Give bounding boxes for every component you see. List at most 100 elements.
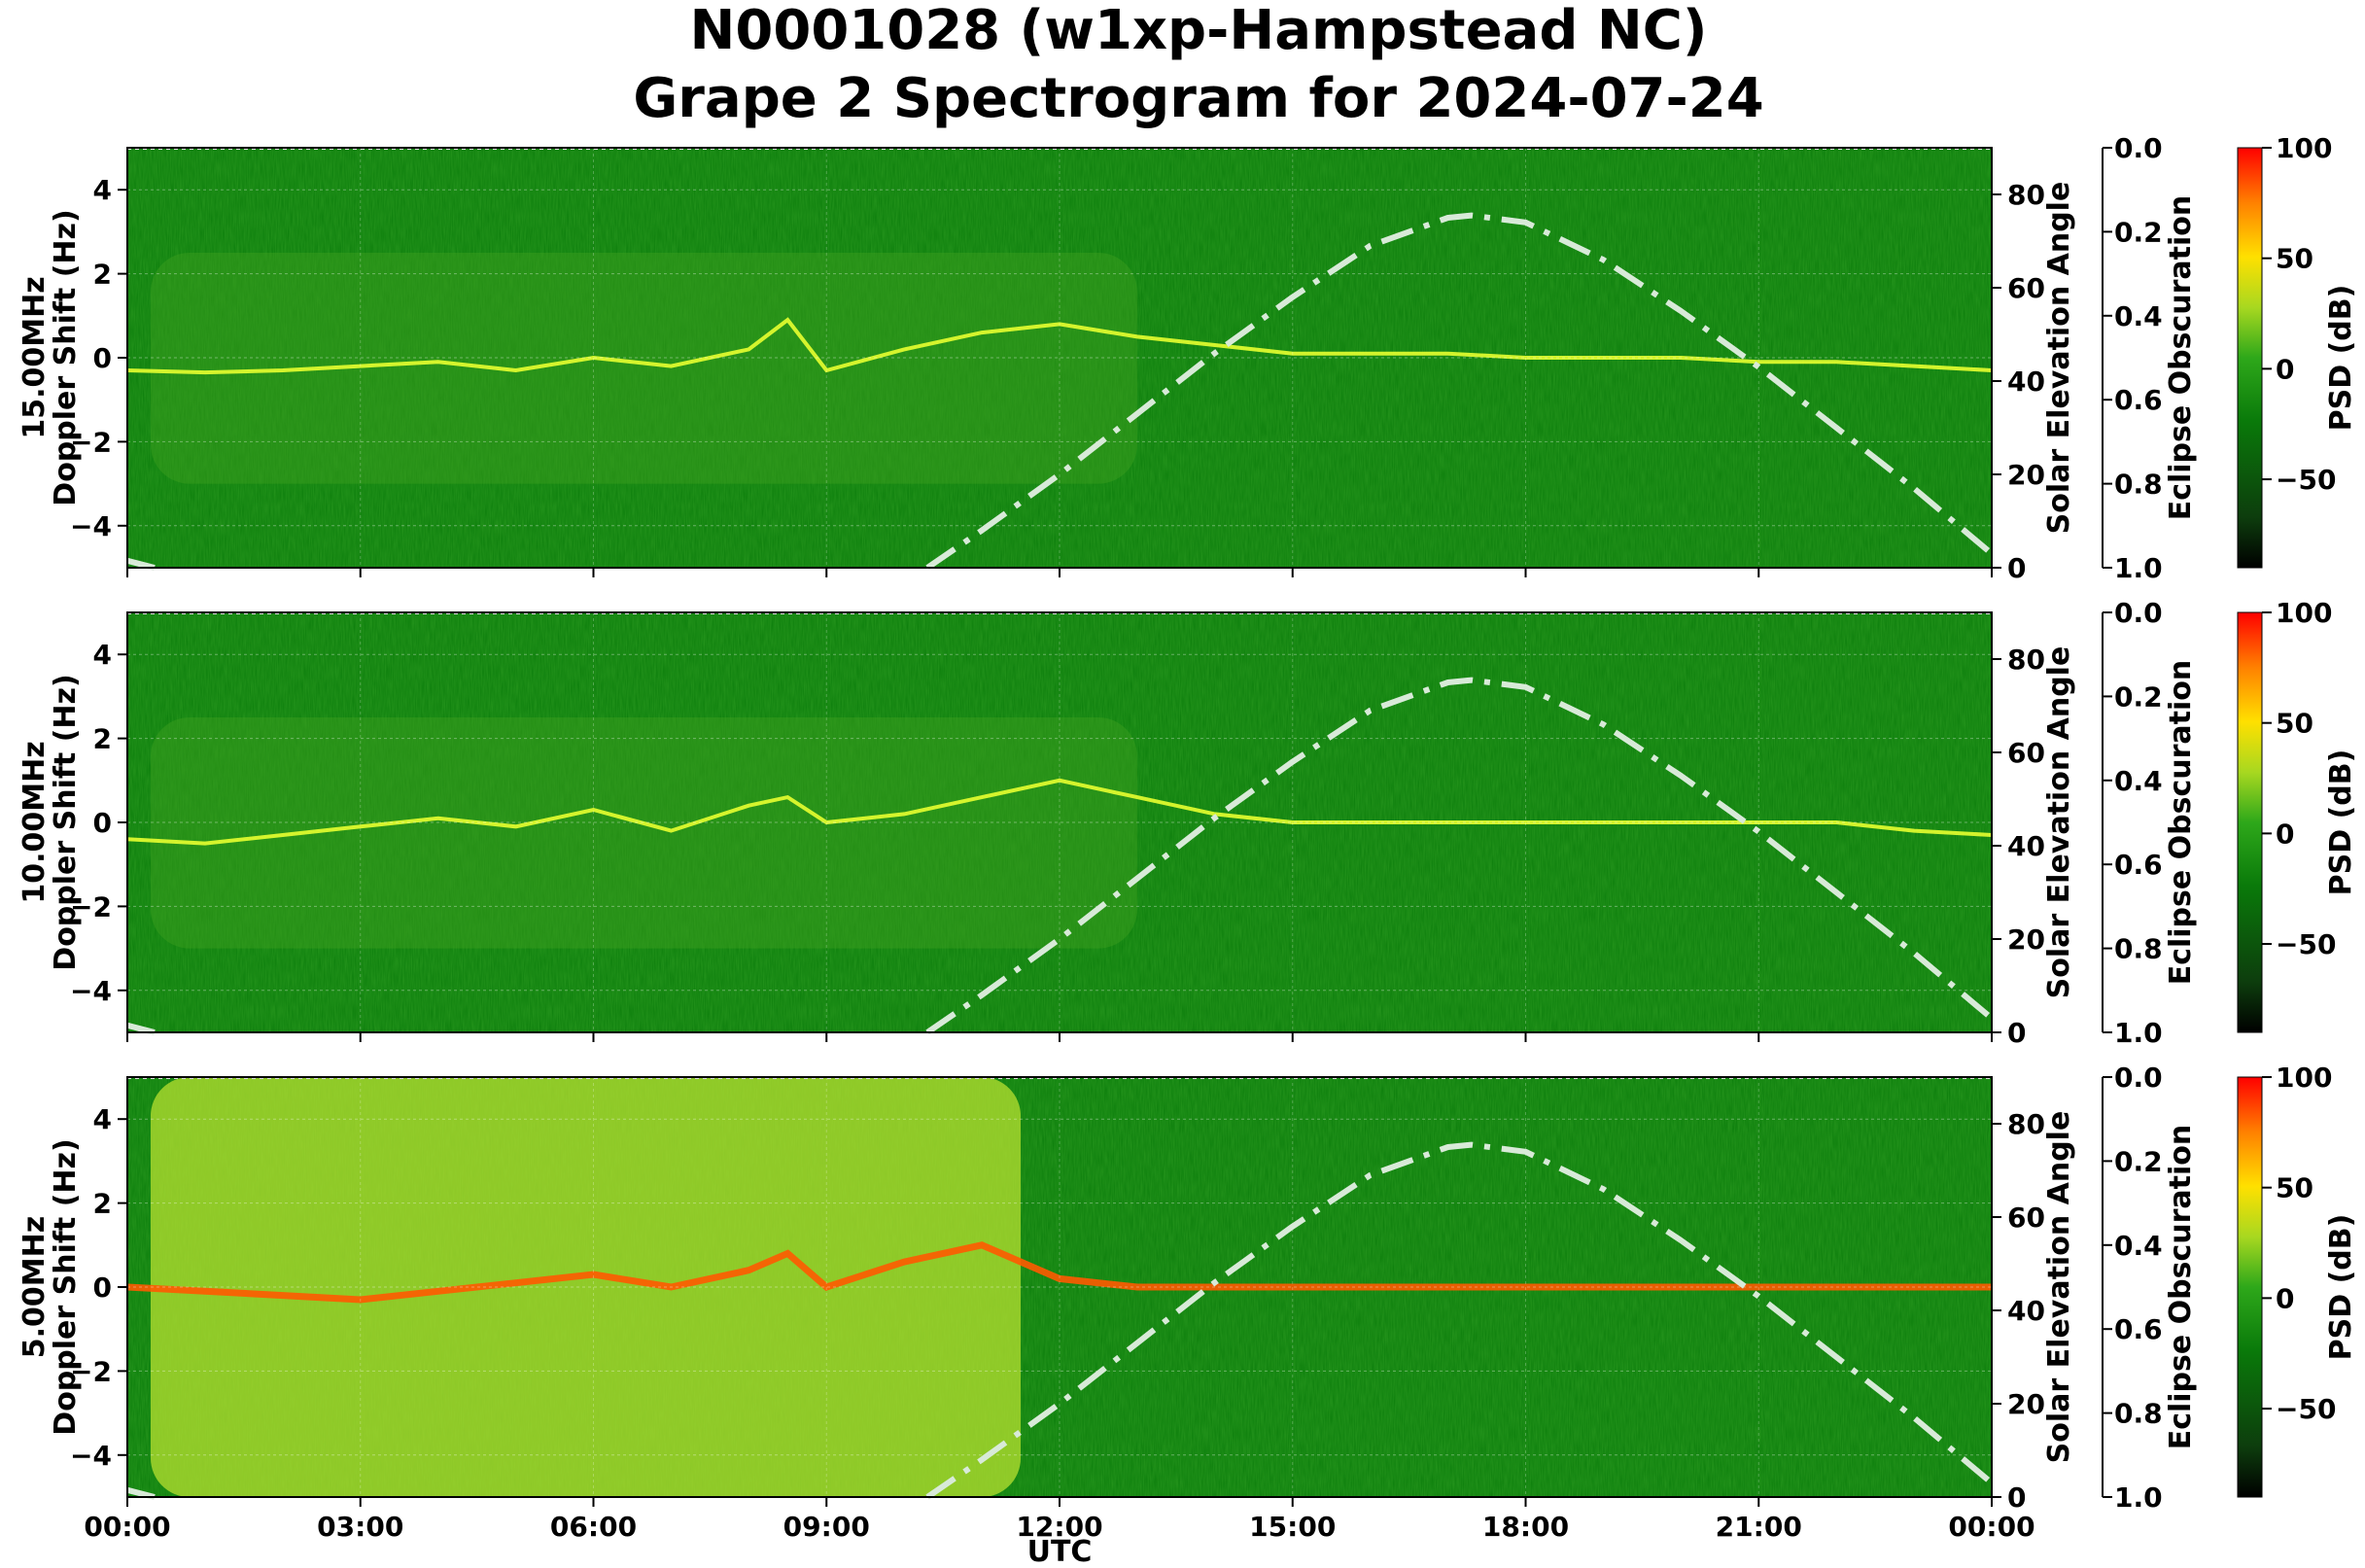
eclipse-tick-label: 1.0 [2114,552,2163,584]
y-tick-label: −2 [70,426,112,458]
colorbar-tick-label: 50 [2276,708,2313,740]
eclipse-tick-label: 0.6 [2114,1313,2163,1345]
frequency-label: 15.00MHz [17,276,52,438]
eclipse-tick-label: 0.2 [2114,1145,2163,1177]
eclipse-tick-label: 0.6 [2114,849,2163,881]
colorbar-tick-label: −50 [2276,464,2336,496]
eclipse-tick-label: 0.4 [2114,1230,2163,1262]
colorbar-tick-label: 100 [2276,132,2332,164]
spectrogram-panel-2: 420−2−400:00 03:00 06:00 09:00 12:00 15:00 18:… [17,1062,2358,1543]
solar-tick-label: 0 [2007,1481,2026,1514]
x-tick-label: 00:00 [1948,1511,2035,1543]
panel-frame [126,1076,1993,1498]
solar-tick-label: 80 [2007,644,2045,676]
solar-tick-label: 80 [2007,1108,2045,1140]
doppler-trace [126,317,1993,375]
y-tick-label: 4 [93,639,112,671]
colorbar-label: PSD (dB) [2324,285,2358,432]
y-tick-label: −4 [70,975,112,1007]
solar-axis-label: Solar Elevation Angle [2042,1111,2076,1464]
eclipse-axis-label: Eclipse Obscuration [2164,660,2198,986]
y-tick-label: 2 [93,1188,112,1220]
eclipse-tick-label: 0.4 [2114,300,2163,332]
y-tick-label: 2 [93,723,112,755]
frequency-label: 10.00MHz [17,741,52,903]
solar-tick-label: 40 [2007,366,2045,398]
y-tick-label: 0 [93,342,112,374]
colorbar-label: PSD (dB) [2324,1214,2358,1361]
solar-elevation-curve [925,677,1994,1035]
x-tick-label: 15:00 [1249,1511,1336,1543]
solar-tick-label: 80 [2007,179,2045,211]
solar-tick-label: 20 [2007,923,2045,956]
colorbar-tick-label: −50 [2276,1393,2336,1425]
solar-elevation-curve [925,1141,1994,1500]
colorbar-tick-label: 50 [2276,1172,2313,1204]
solar-axis-label: Solar Elevation Angle [2042,646,2076,999]
eclipse-tick-label: 1.0 [2114,1017,2163,1049]
solar-elevation-curve-start [126,1022,156,1035]
solar-tick-label: 40 [2007,1295,2045,1327]
x-tick-label: 21:00 [1716,1511,1802,1543]
colorbar-tick-label: −50 [2276,928,2336,960]
eclipse-tick-label: 0.2 [2114,216,2163,248]
eclipse-tick-label: 0.4 [2114,765,2163,797]
psd-colorbar [2237,1076,2263,1498]
panel-frame [126,147,1993,569]
signal-spread-region [150,717,1137,949]
y-tick-label: −4 [70,1440,112,1472]
eclipse-axis-label: Eclipse Obscuration [2164,1125,2198,1450]
solar-tick-label: 0 [2007,552,2026,584]
eclipse-tick-label: 0.0 [2114,132,2163,164]
eclipse-tick-label: 0.2 [2114,680,2163,713]
x-tick-label: 03:00 [317,1511,403,1543]
colorbar-tick-label: 0 [2276,353,2294,385]
eclipse-axis-label: Eclipse Obscuration [2164,195,2198,521]
colorbar-label: PSD (dB) [2324,749,2358,896]
y-axis-label: Doppler Shift (Hz) [49,1138,83,1435]
colorbar-tick-label: 100 [2276,1062,2332,1094]
psd-colorbar [2237,147,2263,569]
y-axis-label: Doppler Shift (Hz) [49,674,83,970]
y-tick-label: −2 [70,1355,112,1387]
y-tick-label: −4 [70,510,112,542]
solar-elevation-curve [925,212,1994,571]
x-axis-label: UTC [1027,1535,1093,1568]
solar-tick-label: 60 [2007,737,2045,769]
x-tick-label: 06:00 [550,1511,637,1543]
solar-elevation-curve-start [126,557,156,571]
colorbar-tick-label: 0 [2276,1282,2294,1314]
solar-tick-label: 0 [2007,1017,2026,1049]
colorbar-tick-label: 100 [2276,597,2332,629]
y-tick-label: 0 [93,807,112,839]
eclipse-tick-label: 1.0 [2114,1481,2163,1514]
solar-axis-label: Solar Elevation Angle [2042,182,2076,535]
doppler-trace [126,778,1993,846]
eclipse-tick-label: 0.6 [2114,384,2163,416]
signal-spread-region [150,1077,1022,1497]
frequency-label: 5.00MHz [17,1216,52,1358]
y-tick-label: 0 [93,1272,112,1304]
y-tick-label: 2 [93,259,112,291]
y-axis-label: Doppler Shift (Hz) [49,209,83,505]
x-tick-label: 00:00 [84,1511,170,1543]
solar-tick-label: 40 [2007,830,2045,862]
solar-tick-label: 60 [2007,272,2045,304]
panel-frame [126,611,1993,1033]
solar-tick-label: 20 [2007,459,2045,491]
eclipse-tick-label: 0.8 [2114,933,2163,965]
solar-tick-label: 20 [2007,1388,2045,1420]
doppler-trace [126,1241,1992,1304]
signal-spread-region [150,253,1137,484]
solar-tick-label: 60 [2007,1202,2045,1234]
chart-title-line-1: N0001028 (w1xp-Hampstead NC) [690,0,1708,62]
y-tick-label: 4 [93,174,112,206]
psd-colorbar [2237,611,2263,1033]
x-tick-label: 18:00 [1482,1511,1569,1543]
y-tick-label: 4 [93,1103,112,1135]
y-tick-label: −2 [70,890,112,923]
